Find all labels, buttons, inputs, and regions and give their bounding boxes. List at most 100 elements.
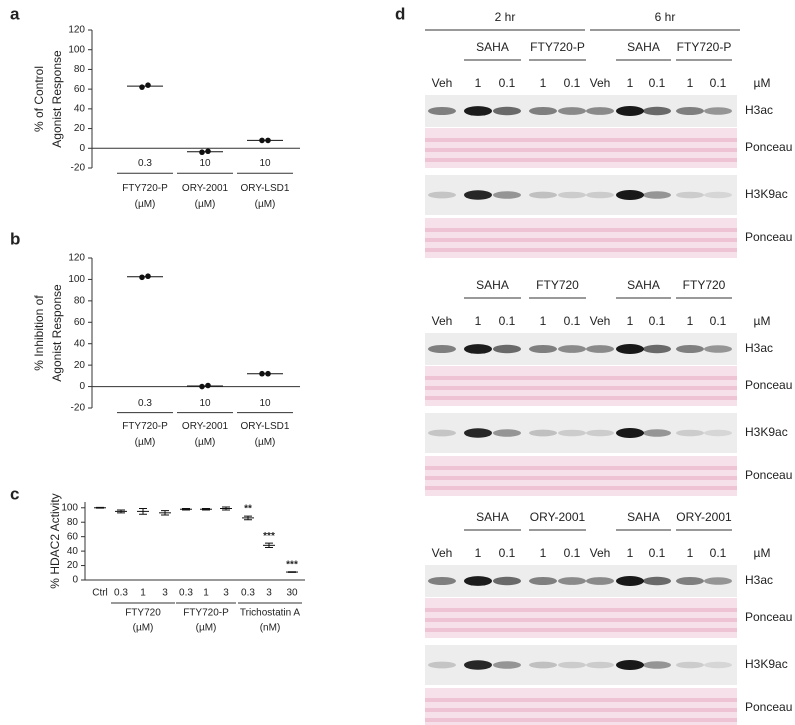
row-label: H3ac: [745, 573, 773, 587]
y-tick-label: 0: [79, 143, 85, 154]
ponceau-band: [425, 698, 737, 702]
band: [616, 190, 644, 200]
panel-label: c: [10, 484, 19, 503]
ponceau-band: [425, 248, 737, 252]
row-label: Ponceau: [745, 378, 792, 392]
band: [586, 577, 614, 585]
band: [704, 191, 732, 199]
y-tick-label: 80: [74, 295, 86, 306]
group-unit: (µM): [195, 199, 216, 210]
band: [676, 191, 704, 199]
band: [493, 344, 521, 354]
lane-label: Veh: [432, 314, 453, 328]
unit-label: µM: [754, 314, 771, 328]
ponceau-band: [425, 158, 737, 162]
row-label: H3ac: [745, 341, 773, 355]
data-point: [205, 148, 211, 155]
group-label: ORY-LSD1: [241, 421, 290, 432]
ponceau-band: [425, 138, 737, 142]
band: [529, 429, 557, 437]
group-unit: (µM): [195, 437, 216, 448]
band: [464, 190, 492, 200]
treatment-header: SAHA: [627, 510, 660, 524]
y-tick-label: 80: [74, 64, 86, 75]
lane-label: 1: [687, 546, 694, 560]
group-label: ORY-2001: [182, 183, 229, 194]
band: [558, 429, 586, 437]
error-bar: [96, 506, 104, 509]
x-tick-label: 0.3: [138, 398, 152, 409]
data-point: [145, 273, 151, 280]
band: [643, 106, 671, 116]
data-point: [199, 149, 205, 156]
x-tick-label: 10: [199, 158, 211, 169]
ponceau-band: [425, 228, 737, 232]
data-point: [199, 383, 205, 390]
ponceau-band: [425, 718, 737, 722]
band: [643, 661, 671, 669]
ponceau-band: [425, 708, 737, 712]
lane-label: 1: [627, 546, 634, 560]
error-bar: [265, 542, 273, 548]
band: [586, 191, 614, 199]
lane-label: 1: [475, 546, 482, 560]
x-tick-label: 10: [259, 158, 271, 169]
y-tick-label: 120: [68, 253, 85, 264]
band: [643, 191, 671, 199]
y-tick-label: -20: [71, 163, 86, 174]
lane-label: 0.1: [564, 314, 581, 328]
error-bar: [288, 571, 296, 573]
x-tick-label: 0.3: [241, 588, 255, 599]
band: [464, 344, 492, 354]
y-tick-label: 40: [74, 338, 86, 349]
group-label: ORY-2001: [182, 421, 229, 432]
data-point: [145, 82, 151, 88]
group-unit: (µM): [255, 199, 276, 210]
band: [428, 661, 456, 669]
ponceau-band: [425, 628, 737, 632]
band: [676, 661, 704, 669]
error-bar: [202, 508, 210, 511]
time-header: 2 hr: [495, 10, 516, 24]
y-tick-label: 60: [74, 84, 86, 95]
y-tick-label: 40: [67, 546, 79, 557]
band: [558, 107, 586, 115]
significance: **: [244, 504, 252, 515]
treatment-header: SAHA: [627, 40, 660, 54]
y-tick-label: 80: [67, 517, 79, 528]
band: [676, 429, 704, 437]
ponceau-band: [425, 386, 737, 390]
y-tick-label: 100: [68, 44, 85, 55]
band: [616, 576, 644, 586]
ponceau-band: [425, 486, 737, 490]
treatment-header: ORY-2001: [676, 510, 732, 524]
band: [428, 429, 456, 437]
y-tick-label: 100: [61, 502, 78, 513]
data-point: [259, 137, 265, 144]
y-tick-label: 0: [72, 575, 78, 586]
treatment-header: SAHA: [476, 510, 509, 524]
band: [676, 345, 704, 353]
lane-label: 0.1: [649, 546, 666, 560]
y-tick-label: 40: [74, 103, 86, 114]
lane-label: 1: [687, 314, 694, 328]
x-tick-label: 30: [286, 588, 298, 599]
y-tick-label: -20: [71, 403, 86, 414]
band: [643, 344, 671, 354]
x-tick-label: 3: [223, 588, 229, 599]
x-tick-label: 0.3: [138, 158, 152, 169]
row-label: Ponceau: [745, 468, 792, 482]
group-label: ORY-LSD1: [241, 183, 290, 194]
lane-label: Veh: [590, 546, 611, 560]
y-tick-label: 0: [79, 381, 85, 392]
band: [643, 429, 671, 437]
band: [558, 661, 586, 669]
x-tick-label: 10: [259, 398, 271, 409]
ponceau-band: [425, 396, 737, 400]
band: [493, 429, 521, 437]
lane-label: Veh: [432, 76, 453, 90]
band: [616, 428, 644, 438]
ponceau-band: [425, 376, 737, 380]
group-unit: (µM): [135, 199, 156, 210]
y-tick-label: 20: [67, 560, 79, 571]
